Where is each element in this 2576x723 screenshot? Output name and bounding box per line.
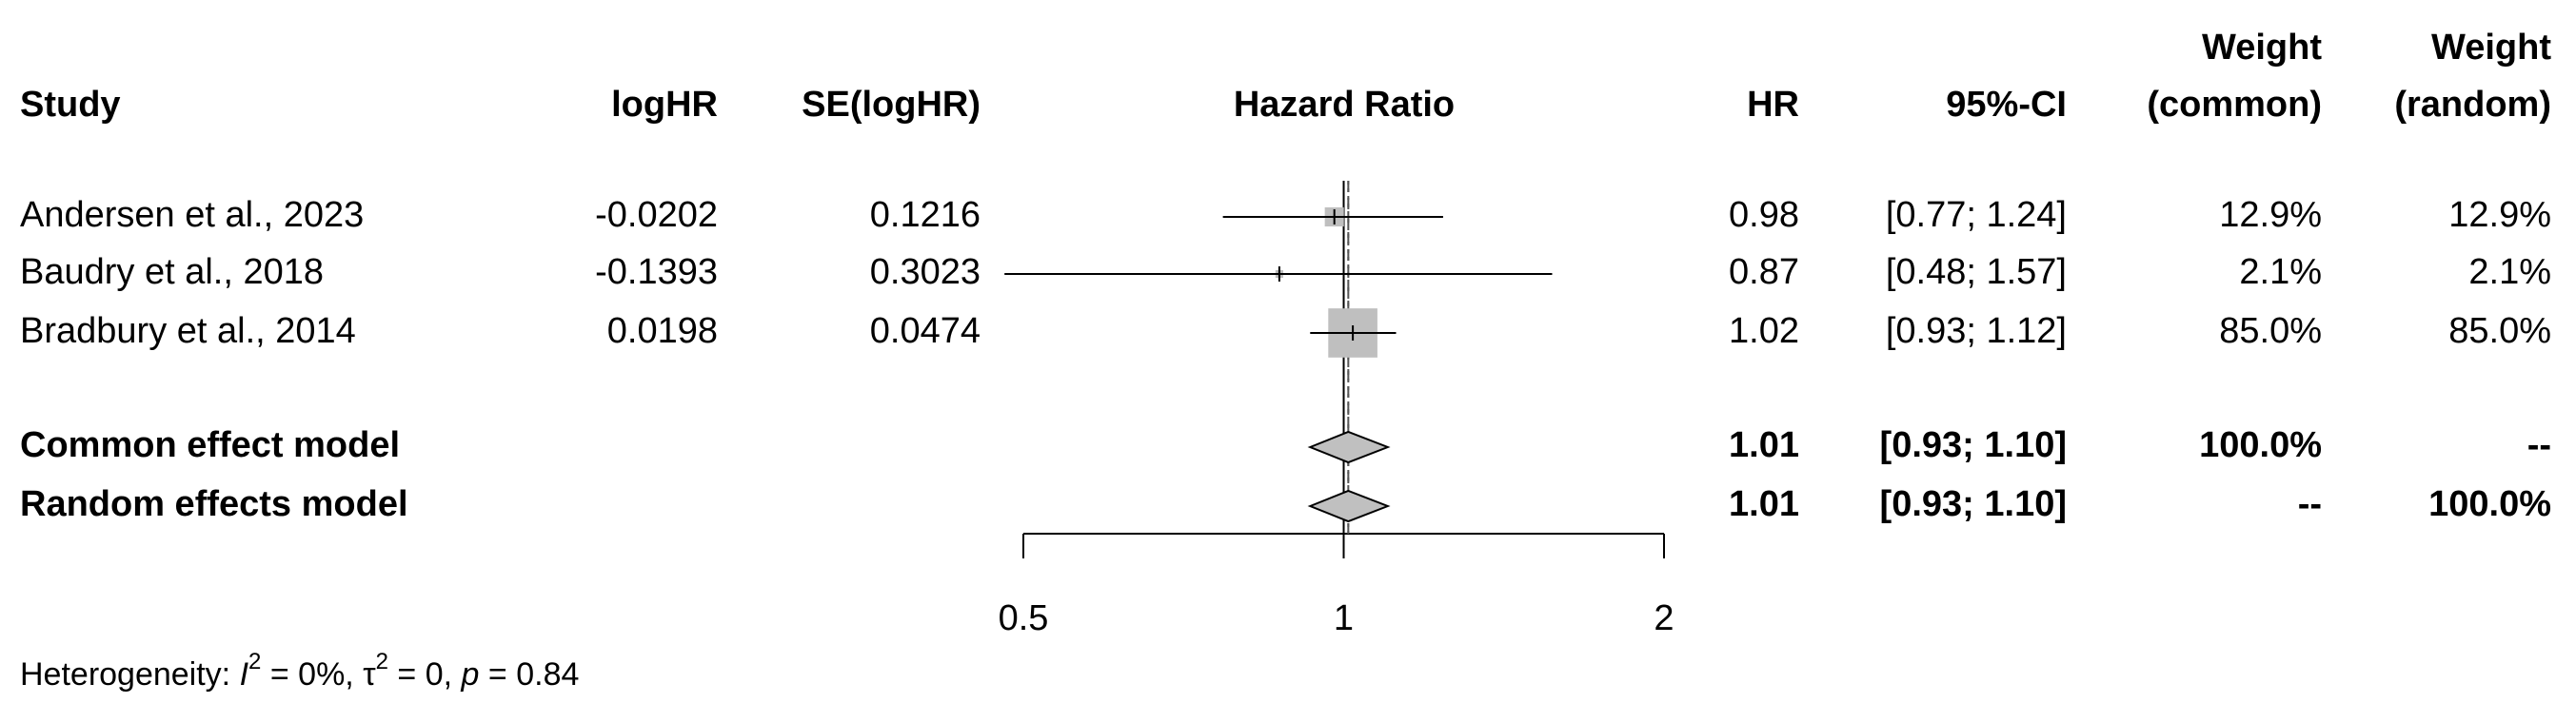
- loghr: -0.1393: [595, 252, 718, 292]
- x-tick-label: 2: [1654, 598, 1674, 638]
- study-name: Common effect model: [20, 425, 400, 465]
- hr: 1.01: [1729, 425, 1799, 465]
- header-hr: HR: [1747, 85, 1799, 125]
- weight-random: 100.0%: [2428, 484, 2551, 524]
- x-tick-label: 1: [1334, 598, 1354, 638]
- het-text: p: [461, 656, 480, 693]
- weight-common: 100.0%: [2199, 425, 2322, 465]
- hr: 0.98: [1729, 195, 1799, 235]
- se: 0.3023: [870, 252, 981, 292]
- het-text: = 0%,: [261, 656, 363, 693]
- ci: [0.93; 1.10]: [1880, 425, 2067, 465]
- weight-random: --: [2527, 425, 2551, 465]
- header-weight-common: Weight: [2202, 28, 2322, 68]
- weight-random: 2.1%: [2468, 252, 2551, 292]
- weight-common: 85.0%: [2219, 311, 2322, 351]
- ci: [0.77; 1.24]: [1886, 195, 2067, 235]
- study-name: Bradbury et al., 2014: [20, 311, 356, 351]
- het-text: τ: [363, 656, 376, 693]
- header-se: SE(logHR): [802, 85, 981, 125]
- loghr: -0.0202: [595, 195, 718, 235]
- het-text: = 0.84: [479, 656, 579, 693]
- se: 0.1216: [870, 195, 981, 235]
- se: 0.0474: [870, 311, 981, 351]
- het-text: Heterogeneity:: [20, 656, 240, 693]
- study-name: Random effects model: [20, 484, 408, 524]
- header-weight-random: (random): [2394, 85, 2551, 125]
- weight-common: 2.1%: [2239, 252, 2322, 292]
- study-name: Baudry et al., 2018: [20, 252, 324, 292]
- pooled-diamond: [1307, 430, 1391, 464]
- weight-common: 12.9%: [2219, 195, 2322, 235]
- header-plot: Hazard Ratio: [1234, 85, 1455, 125]
- hr: 1.02: [1729, 311, 1799, 351]
- weight-random: 85.0%: [2448, 311, 2551, 351]
- het-text: I: [240, 656, 249, 693]
- study-name: Andersen et al., 2023: [20, 195, 364, 235]
- header-loghr: logHR: [611, 85, 718, 125]
- hr: 1.01: [1729, 484, 1799, 524]
- heterogeneity: Heterogeneity: I2 = 0%, τ2 = 0, p = 0.84: [20, 649, 579, 693]
- pooled-diamond: [1307, 489, 1391, 523]
- weight-common: --: [2298, 484, 2322, 524]
- x-tick-label: 0.5: [999, 598, 1049, 638]
- hr: 0.87: [1729, 252, 1799, 292]
- header-study: Study: [20, 85, 121, 125]
- ci: [0.48; 1.57]: [1886, 252, 2067, 292]
- header-weight-random: Weight: [2431, 28, 2551, 68]
- het-text: 2: [376, 649, 388, 674]
- ci: [0.93; 1.12]: [1886, 311, 2067, 351]
- het-text: 2: [248, 649, 261, 674]
- het-text: = 0,: [388, 656, 462, 693]
- loghr: 0.0198: [607, 311, 718, 351]
- ci: [0.93; 1.10]: [1880, 484, 2067, 524]
- weight-random: 12.9%: [2448, 195, 2551, 235]
- header-ci: 95%-CI: [1946, 85, 2067, 125]
- header-weight-common: (common): [2147, 85, 2322, 125]
